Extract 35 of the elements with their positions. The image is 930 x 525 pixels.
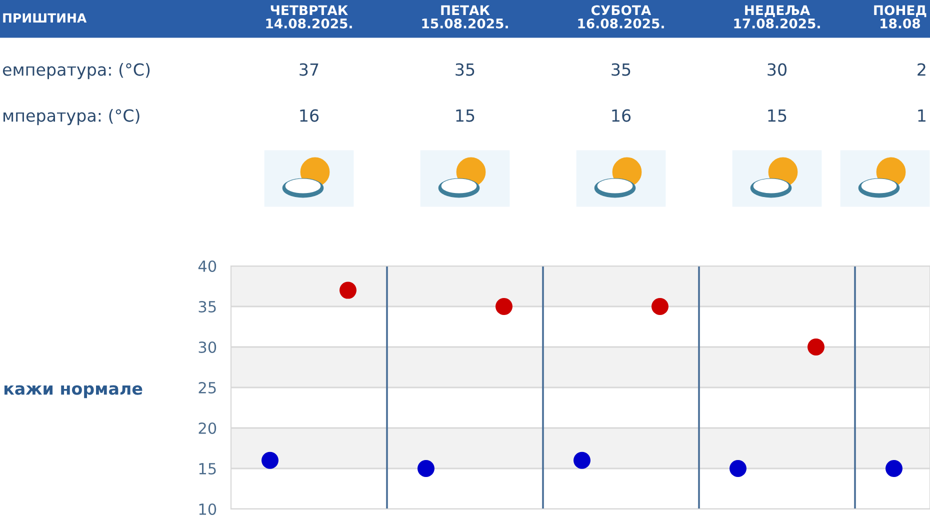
data-label: 15 [456, 109, 474, 122]
category-label: ЧЕТВРТАК 14.08.2025. [266, 5, 352, 28]
category-label: СУБОТА 16.08.2025. [578, 5, 664, 28]
point [339, 282, 357, 299]
point [651, 298, 669, 316]
point [261, 452, 279, 469]
data-label: 35 [456, 63, 474, 76]
text: кажи нормале [4, 385, 142, 398]
point [495, 298, 513, 316]
data-label: 16 [612, 109, 631, 122]
text: ПРИШТИНА [3, 13, 87, 22]
data-label: 2 [918, 63, 926, 76]
y-tick-label: 30 [198, 341, 216, 354]
y-tick-label: 20 [198, 422, 216, 434]
data-label: 30 [768, 63, 786, 76]
point [729, 460, 747, 478]
legend-label: мпература: (°C) [4, 108, 140, 126]
point [885, 460, 903, 478]
point [573, 452, 591, 469]
category-label: ПЕТАК 15.08.2025. [422, 5, 508, 28]
y-tick-label: 10 [199, 503, 216, 516]
data-label: 35 [612, 63, 630, 76]
point [417, 460, 435, 478]
category-label: НЕДЕЉА 17.08.2025. [734, 5, 820, 28]
data-label: 16 [300, 109, 319, 122]
point [807, 338, 825, 356]
category-label: ПОНЕД 18.08 [874, 5, 926, 28]
data-label: 37 [300, 63, 318, 76]
data-label: 1 [918, 109, 926, 122]
data-label: 15 [768, 109, 786, 122]
y-tick-label: 40 [198, 260, 216, 272]
y-tick-label: 25 [198, 382, 216, 394]
y-tick-label: 15 [199, 463, 216, 475]
y-tick-label: 35 [198, 300, 216, 313]
legend-label: емпература: (°C) [2, 62, 150, 80]
